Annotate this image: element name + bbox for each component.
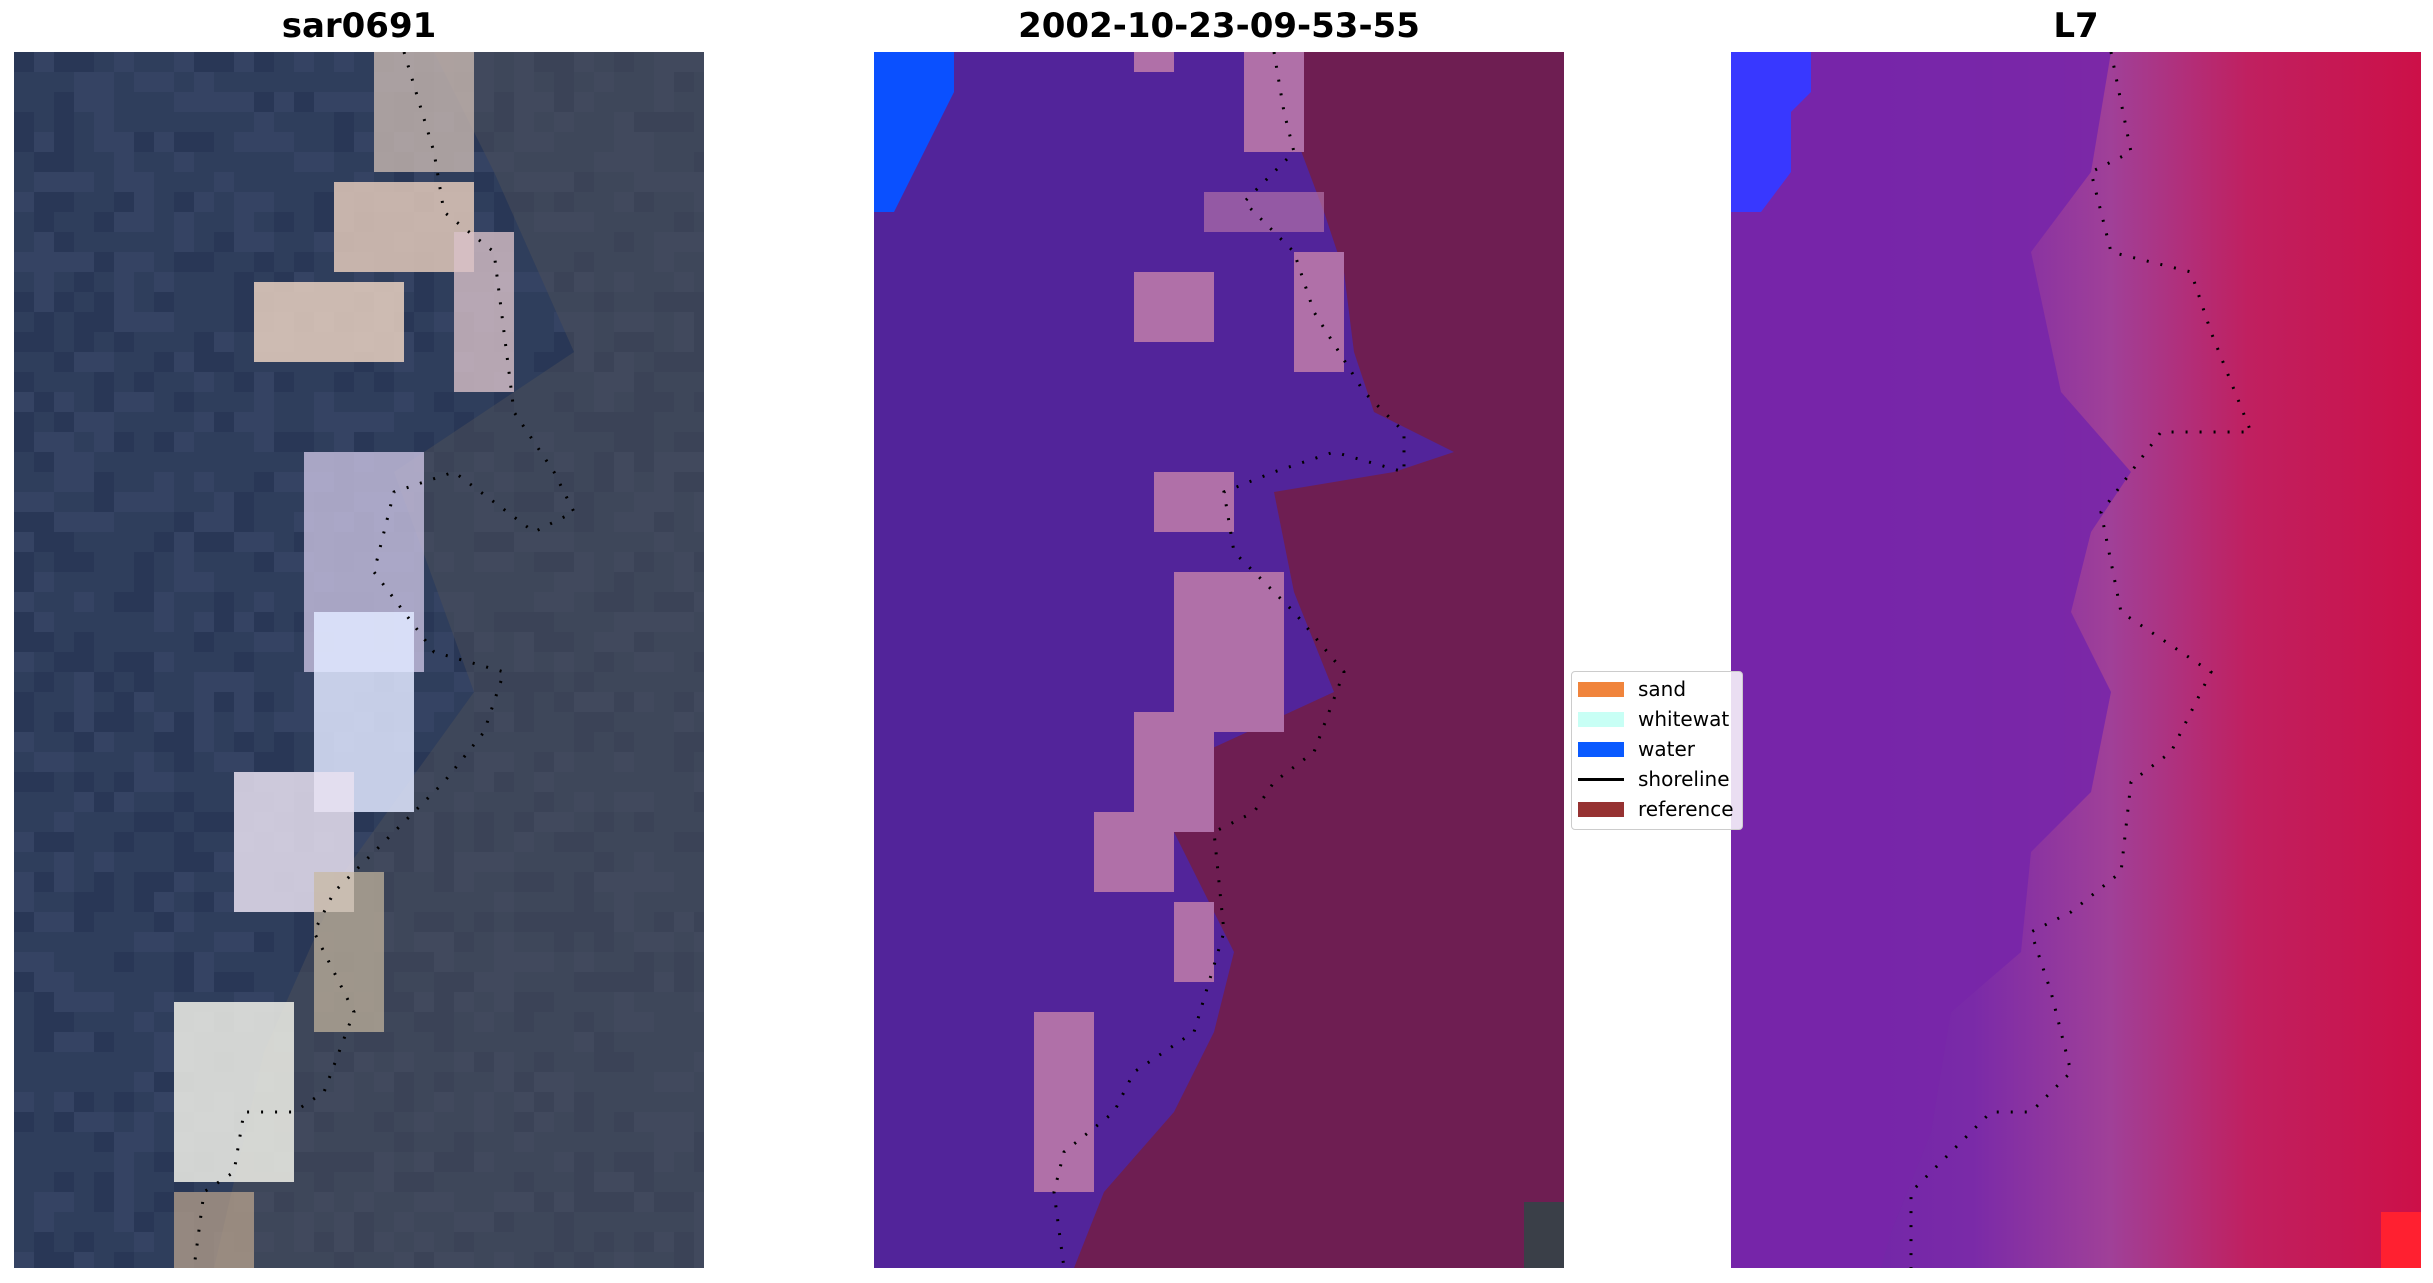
legend-label-sand: sand bbox=[1638, 677, 1687, 701]
legend-swatch-reference bbox=[1578, 801, 1624, 817]
panel-title-index: L7 bbox=[2053, 6, 2099, 46]
legend-item-shoreline: shoreline bbox=[1578, 767, 1730, 791]
panel-title-classification: 2002-10-23-09-53-55 bbox=[1018, 6, 1420, 46]
legend-swatch-whitewater bbox=[1578, 711, 1624, 727]
legend-label-shoreline: shoreline bbox=[1638, 767, 1730, 791]
classification-image bbox=[874, 52, 1564, 1268]
panel-title-rgb: sar0691 bbox=[281, 6, 437, 46]
legend-swatch-water bbox=[1578, 741, 1624, 757]
legend-item-reference: reference bbox=[1578, 797, 1734, 821]
legend-label-water: water bbox=[1638, 737, 1695, 761]
legend-item-whitewater: whitewat bbox=[1578, 707, 1729, 731]
legend: sand whitewat water shoreline reference bbox=[1571, 671, 1743, 830]
rgb-image bbox=[14, 52, 704, 1268]
legend-swatch-sand bbox=[1578, 681, 1624, 697]
legend-line-shoreline bbox=[1578, 777, 1624, 781]
legend-item-water: water bbox=[1578, 737, 1695, 761]
legend-item-sand: sand bbox=[1578, 677, 1686, 701]
legend-label-reference: reference bbox=[1638, 797, 1734, 821]
index-image bbox=[1731, 52, 2421, 1268]
legend-label-whitewater: whitewat bbox=[1638, 707, 1730, 731]
